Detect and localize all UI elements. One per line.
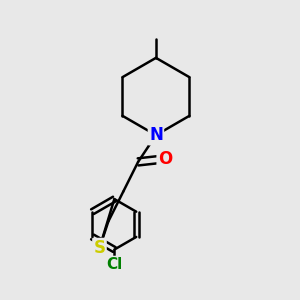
Text: N: N [149,126,163,144]
Text: S: S [94,239,106,257]
Text: O: O [158,150,172,168]
Text: Cl: Cl [106,257,122,272]
